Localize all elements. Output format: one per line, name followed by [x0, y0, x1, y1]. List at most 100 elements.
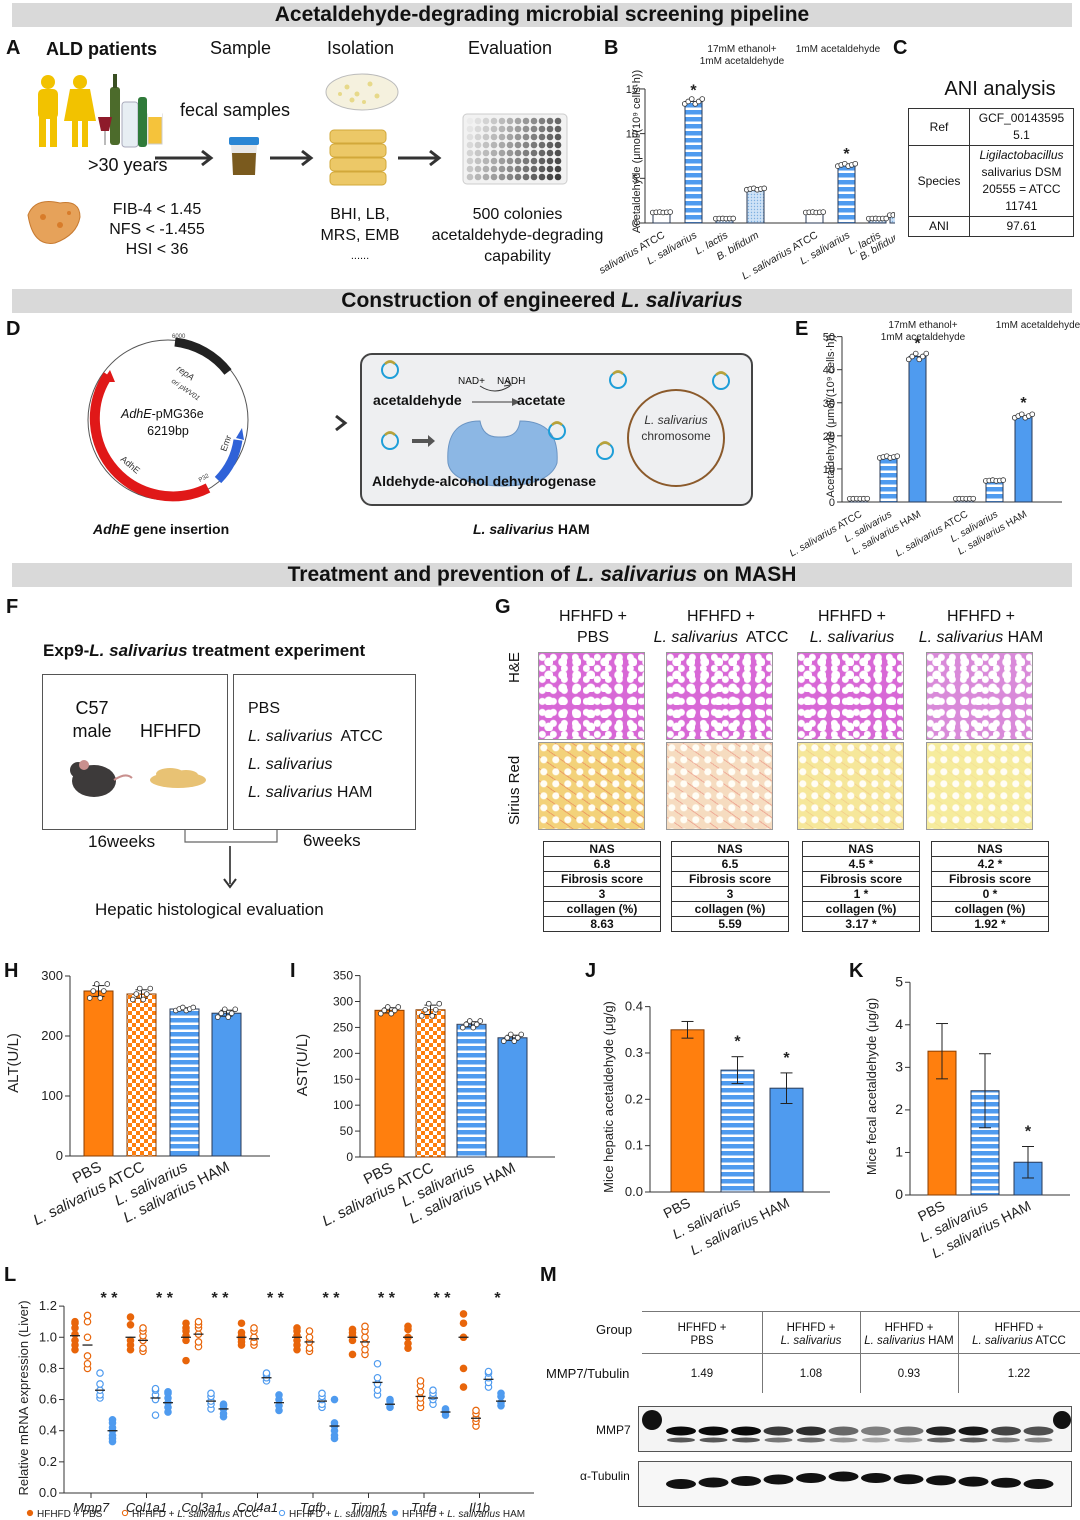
well [522, 133, 530, 141]
well [506, 173, 514, 181]
section-title-italic: L. salivarius [621, 289, 743, 312]
well [498, 165, 506, 173]
data-point [151, 1384, 160, 1393]
well [506, 117, 514, 125]
data-point [348, 1350, 357, 1359]
group-item: L. salivarius [248, 751, 383, 779]
tubulin-band [698, 1477, 729, 1488]
y-tick-label: 0 [56, 1148, 63, 1163]
blot-marker [1053, 1411, 1071, 1429]
mmp7-band-lower [764, 1437, 793, 1443]
ani-value: Ligilactobacillus salivarius DSM 20555 = A… [969, 145, 1074, 217]
group-header-line: HFHFD + [947, 608, 1015, 625]
strain-line: C57 [75, 698, 109, 718]
section-banner-treatment: Treatment and prevention of L. salivariu… [12, 563, 1072, 587]
blot-group-line: PBS [690, 1335, 714, 1347]
ani-value-line: 20555 = ATCC [982, 182, 1061, 196]
data-point [373, 1359, 382, 1368]
score-cell: 6.8 [543, 856, 661, 872]
ani-table: Ref GCF_00143595 5.1 Species Ligilactobacil… [908, 108, 1074, 237]
well [554, 157, 562, 165]
well [554, 125, 562, 133]
mmp7-band [796, 1426, 826, 1436]
data-point [232, 1006, 239, 1013]
score-row: 4.2 * [931, 856, 1049, 872]
data-point [318, 1389, 326, 1398]
table-divider [958, 1311, 959, 1393]
well [530, 149, 538, 157]
tubulin-band [958, 1476, 989, 1487]
score-cell: 3 [671, 886, 789, 902]
well-plate-icon [462, 113, 568, 185]
tubulin-band [926, 1475, 956, 1486]
y-tick-label: 20 [823, 431, 835, 443]
legend-label: HFHFD + L. salivarius ATCC [132, 1509, 259, 1520]
age-criterion: >30 years [88, 155, 168, 175]
well [522, 149, 530, 157]
data-point [164, 1387, 172, 1396]
well [490, 133, 498, 141]
caption-italic: AdhE [93, 521, 130, 537]
caption-rest: gene insertion [129, 521, 230, 537]
score-row: 1 * [802, 886, 920, 902]
legend-marker [26, 1509, 34, 1517]
fecal-samples-label: fecal samples [180, 100, 291, 120]
well [546, 157, 554, 165]
y-tick-label: 0.4 [625, 999, 643, 1014]
well [530, 173, 538, 181]
data-point [864, 495, 871, 502]
score-row: Fibrosis score [671, 871, 789, 887]
well [546, 149, 554, 157]
well [474, 141, 482, 149]
panel-label-d: D [6, 318, 21, 340]
mmp7-band [958, 1426, 989, 1436]
well [474, 149, 482, 157]
data-point [293, 1324, 301, 1332]
caption-rest: HAM [553, 521, 590, 537]
bar [985, 480, 1004, 503]
y-tick-label: 0.4 [39, 1423, 57, 1438]
repa-segment [174, 337, 232, 375]
data-point [905, 356, 912, 363]
y-tick-label: 2 [895, 1101, 903, 1117]
legend-marker [278, 1509, 286, 1517]
data-point [883, 215, 890, 222]
group-header: HFHFD + L. salivarius HAM [896, 606, 1066, 648]
blot-group-line: L. salivarius HAM [864, 1335, 954, 1347]
strain-label: C57 male [62, 697, 122, 743]
well [498, 149, 506, 157]
well [490, 141, 498, 149]
legend-marker [391, 1509, 399, 1517]
arrow-icon [264, 414, 348, 432]
plate-body [462, 113, 568, 185]
well [490, 125, 498, 133]
y-tick-label: 0 [632, 218, 638, 230]
data-point [225, 1014, 232, 1020]
score-row: collagen (%) [802, 901, 920, 917]
data-point [90, 988, 97, 994]
chart-j: 0.0 0.1 0.2 0.3 0.4 Mice hepatic acetaldehyde… [601, 999, 830, 1258]
row-label-he: H&E [506, 652, 523, 683]
ani-value: GCF_00143595 5.1 [969, 108, 1074, 146]
data-point [133, 991, 140, 997]
blot-marker [642, 1410, 662, 1430]
group-header-line: PBS [576, 629, 609, 646]
y-tick-label: 200 [41, 1028, 63, 1043]
y-tick-label: 50 [823, 332, 835, 344]
well [538, 149, 546, 157]
he-stain-image [797, 652, 904, 740]
y-tick-label: 0.8 [39, 1360, 57, 1375]
score-row: NAS [671, 841, 789, 857]
engineered-cell [360, 353, 753, 506]
well [554, 149, 562, 157]
data-point [237, 1328, 246, 1337]
ani-value-line: GCF_00143595 [978, 111, 1065, 125]
panel-label-g: G [495, 596, 511, 618]
data-point [923, 350, 930, 357]
y-tick-label: 4 [895, 1016, 903, 1032]
section-title-suffix: on MASH [697, 563, 797, 586]
panel-label-l: L [4, 1264, 17, 1286]
data-point [71, 1330, 79, 1338]
